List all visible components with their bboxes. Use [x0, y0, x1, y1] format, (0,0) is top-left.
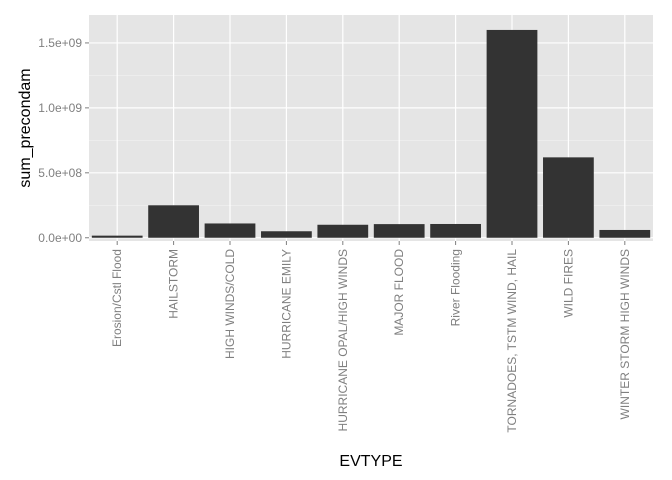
x-tick-label: WILD FIRES [561, 249, 575, 318]
bar [486, 29, 538, 238]
bar [261, 231, 312, 238]
x-tick-label: MAJOR FLOOD [392, 249, 406, 336]
bar [430, 223, 481, 238]
x-axis: Erosion/Cstl Flood HAILSTORM HIGH WINDS/CO… [110, 241, 632, 433]
bar [543, 157, 594, 238]
y-axis: 0.0e+00 5.0e+08 1.0e+09 1.5e+09 [38, 36, 89, 245]
bar [91, 235, 143, 238]
x-tick-label: TORNADOES, TSTM WIND, HAIL [505, 249, 519, 433]
y-axis-title: sum_precondam [17, 68, 34, 187]
y-tick-label: 1.5e+09 [38, 36, 82, 50]
y-tick-label: 0.0e+00 [38, 231, 82, 245]
x-tick-label: WINTER STORM HIGH WINDS [618, 249, 632, 419]
y-tick-label: 5.0e+08 [38, 166, 82, 180]
x-tick-label: River Flooding [449, 249, 463, 326]
bar [204, 223, 256, 238]
bars [91, 29, 651, 238]
y-tick-label: 1.0e+09 [38, 101, 82, 115]
x-axis-title: EVTYPE [339, 453, 402, 470]
bar [373, 224, 425, 238]
x-tick-label: Erosion/Cstl Flood [110, 249, 124, 347]
bar [599, 229, 651, 238]
x-tick-label: HURRICANE OPAL/HIGH WINDS [336, 249, 350, 431]
x-tick-label: HURRICANE EMILY [279, 249, 293, 359]
x-tick-label: HAILSTORM [167, 249, 181, 319]
bar [148, 205, 199, 238]
x-tick-label: HIGH WINDS/COLD [223, 249, 237, 359]
bar [317, 224, 369, 238]
